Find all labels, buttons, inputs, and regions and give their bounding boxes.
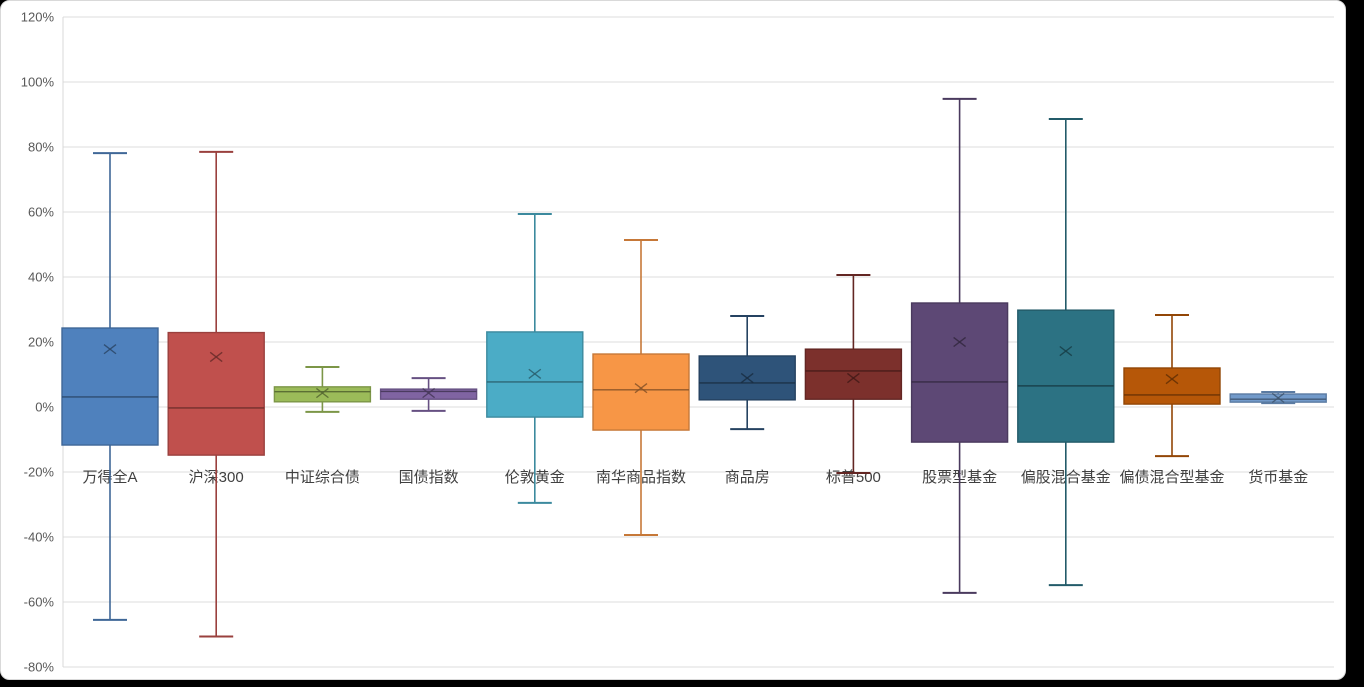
box-rect — [61, 327, 159, 446]
mean-marker — [528, 368, 542, 380]
box-rect — [1123, 367, 1221, 405]
mean-marker — [1059, 345, 1073, 357]
chart-background — [0, 0, 1346, 680]
box-rect — [804, 348, 903, 400]
y-axis-tick-label: -20% — [24, 465, 55, 480]
mean-marker — [422, 387, 436, 399]
mean-marker — [740, 372, 754, 384]
y-axis-tick-label: 80% — [28, 140, 54, 155]
mean-marker — [634, 382, 648, 394]
box-group-标普500 — [804, 274, 903, 474]
mean-marker — [1165, 373, 1179, 385]
box-group-商品房 — [698, 315, 796, 431]
y-axis-tick-label: 100% — [21, 75, 55, 90]
y-axis-tick-label: 0% — [35, 400, 54, 415]
y-axis-tick-labels: 120% 100% 80% 60% 40% 20% 0% -20% -40% -60% -80% — [21, 10, 55, 675]
box-group-伦敦黄金 — [486, 212, 584, 504]
y-axis-tick-label: 20% — [28, 335, 54, 350]
y-axis-tick-label: -40% — [24, 530, 55, 545]
mean-marker — [846, 372, 860, 384]
mean-marker — [1271, 392, 1285, 404]
box-group-国债指数 — [379, 377, 478, 412]
mean-marker — [103, 343, 117, 355]
y-axis-tick-label: 60% — [28, 205, 54, 220]
box-group-南华商品指数 — [592, 238, 690, 537]
box-group-偏债混合型基金 — [1123, 314, 1221, 458]
box-rect — [273, 386, 372, 403]
category-label: 商品房 — [725, 469, 770, 486]
box-rect — [1017, 309, 1115, 443]
category-label: 中证综合债 — [285, 469, 360, 486]
y-axis-tick-label: 120% — [21, 10, 55, 25]
category-label: 偏债混合型基金 — [1119, 469, 1224, 486]
box-group-货币基金 — [1229, 391, 1327, 405]
box-group-股票型基金 — [910, 97, 1009, 594]
category-label: 货币基金 — [1248, 469, 1308, 486]
mean-marker — [209, 351, 223, 363]
y-axis-tick-label: -80% — [24, 660, 55, 675]
box-group-沪深300 — [167, 150, 265, 638]
box-group-偏股混合基金 — [1017, 118, 1115, 587]
box-group-中证综合债 — [273, 366, 372, 413]
category-label: 国债指数 — [399, 469, 459, 486]
box-rect — [592, 353, 690, 431]
y-axis-tick-label: 40% — [28, 270, 54, 285]
box-rect — [910, 302, 1009, 443]
gridlines — [63, 16, 1334, 668]
box-rect — [379, 388, 478, 400]
mean-marker — [953, 336, 967, 348]
mean-marker — [315, 387, 329, 399]
box-group-万得全A — [61, 152, 159, 621]
y-axis-tick-label: -60% — [24, 595, 55, 610]
box-rect — [167, 331, 265, 456]
